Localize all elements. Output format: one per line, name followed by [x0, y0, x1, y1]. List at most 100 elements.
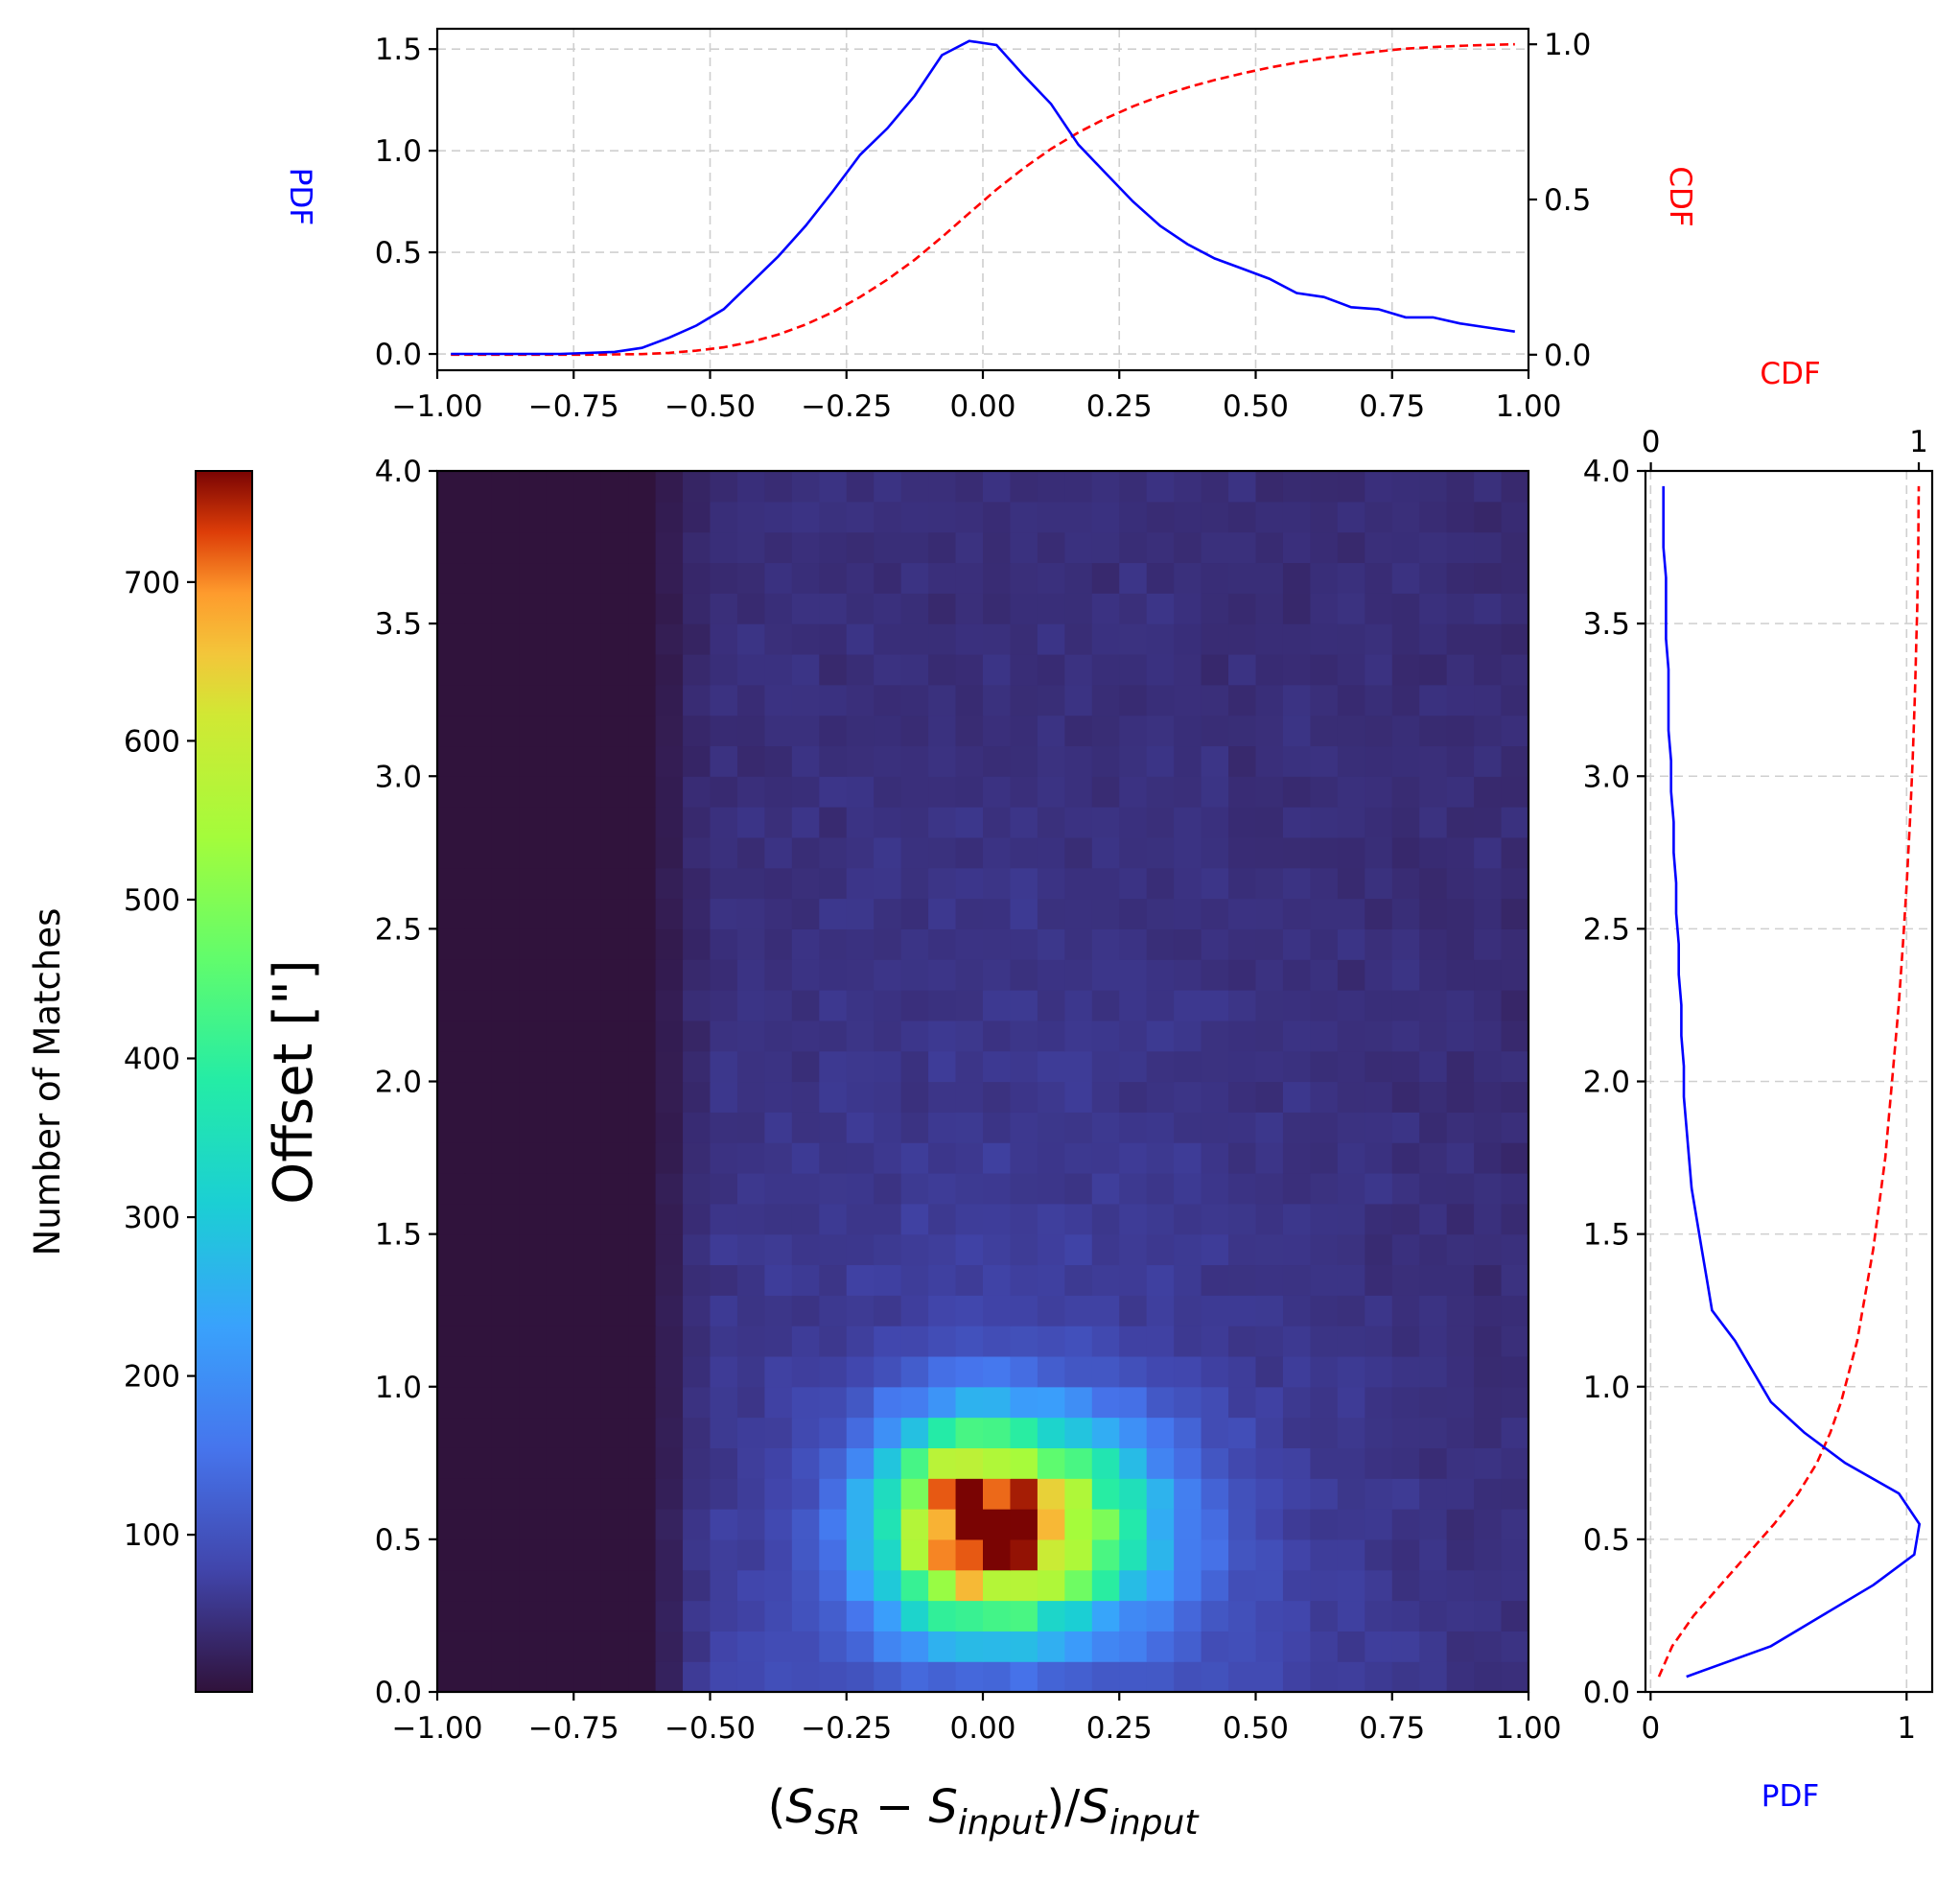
heatmap-cell — [1091, 1600, 1120, 1632]
heatmap-cell — [928, 1020, 957, 1052]
heatmap-cell — [1064, 1295, 1093, 1326]
heatmap-cell — [1446, 1600, 1475, 1632]
heatmap-cell — [1255, 990, 1284, 1021]
heatmap-cell — [955, 928, 984, 960]
heatmap-cell — [519, 1326, 548, 1357]
heatmap-cell — [1255, 623, 1284, 655]
heatmap-cell — [710, 1386, 738, 1419]
heatmap-cell — [1174, 501, 1202, 533]
heatmap-cell — [819, 867, 848, 900]
heatmap-cell — [1446, 836, 1475, 869]
heatmap-cell — [874, 1386, 902, 1419]
heatmap-cell — [1228, 1386, 1257, 1419]
heatmap-cell — [464, 1295, 493, 1326]
heatmap-cell — [655, 1081, 684, 1113]
heatmap-cell — [683, 1020, 712, 1052]
heatmap-cell — [1010, 1172, 1038, 1205]
heatmap-cell — [1010, 776, 1038, 808]
heatmap-cell — [546, 836, 574, 869]
heatmap-cell — [736, 1386, 765, 1419]
heatmap-cell — [1201, 1478, 1229, 1510]
heatmap-cell — [1064, 1417, 1093, 1448]
heatmap-cell — [1146, 1203, 1175, 1235]
heatmap-cell — [600, 1447, 629, 1479]
heatmap-cell — [1310, 776, 1339, 808]
heatmap-cell — [437, 990, 466, 1021]
heatmap-cell — [1474, 745, 1503, 777]
heatmap-cell — [491, 1447, 520, 1479]
heatmap-cell — [1365, 1631, 1393, 1662]
heatmap-cell — [736, 653, 765, 686]
heatmap-cell — [928, 807, 957, 838]
heatmap-cell — [1091, 684, 1120, 716]
heatmap-cell — [1064, 1661, 1093, 1693]
heatmap-cell — [736, 990, 765, 1021]
heatmap-cell — [1174, 776, 1202, 808]
heatmap-cell — [546, 531, 574, 564]
heatmap-cell — [1365, 1233, 1393, 1266]
heatmap-cell — [710, 928, 738, 960]
heatmap-cell — [764, 1600, 793, 1632]
heatmap-cell — [1501, 1081, 1529, 1113]
heatmap-cell — [1501, 1020, 1529, 1052]
heatmap-cell — [791, 959, 820, 991]
heatmap-cell — [683, 745, 712, 777]
heatmap-cell — [1146, 867, 1175, 900]
heatmap-cell — [600, 898, 629, 929]
heatmap-cell — [955, 1264, 984, 1296]
heatmap-cell — [628, 715, 657, 747]
heatmap-cell — [983, 1478, 1012, 1510]
heatmap-cell — [464, 1112, 493, 1143]
heatmap-cell — [764, 593, 793, 624]
heatmap-cell — [928, 653, 957, 686]
heatmap-cell — [1037, 653, 1065, 686]
heatmap-cell — [491, 1386, 520, 1419]
heatmap-cell — [1391, 1326, 1420, 1357]
heatmap-cell — [600, 531, 629, 564]
heatmap-cell — [1064, 1509, 1093, 1540]
heatmap-cell — [1064, 1203, 1093, 1235]
heatmap-cell — [1228, 745, 1257, 777]
heatmap-cell — [1064, 501, 1093, 533]
heatmap-cell — [1474, 1142, 1503, 1174]
heatmap-cell — [546, 898, 574, 929]
heatmap-cell — [1337, 807, 1365, 838]
heatmap-cell — [1091, 898, 1120, 929]
heatmap-cell — [1146, 1661, 1175, 1693]
heatmap-cell — [1337, 1509, 1365, 1540]
heatmap-cell — [519, 1172, 548, 1205]
heatmap-cell — [983, 653, 1012, 686]
main-y-tick-label: 4.0 — [375, 455, 422, 489]
heatmap-cell — [1064, 1569, 1093, 1602]
heatmap-cell — [437, 1355, 466, 1388]
heatmap-cell — [955, 1081, 984, 1113]
heatmap-cell — [1037, 1112, 1065, 1143]
heatmap-cell — [1255, 959, 1284, 991]
heatmap-cell — [519, 593, 548, 624]
heatmap-cell — [928, 1203, 957, 1235]
heatmap-cell — [1228, 867, 1257, 900]
heatmap-cell — [1119, 1631, 1148, 1662]
heatmap-cell — [1391, 959, 1420, 991]
heatmap-cell — [464, 1478, 493, 1510]
heatmap-cell — [683, 1172, 712, 1205]
heatmap-cell — [874, 745, 902, 777]
heatmap-cell — [655, 1050, 684, 1083]
heatmap-cell — [874, 1203, 902, 1235]
heatmap-cell — [874, 593, 902, 624]
heatmap-cell — [874, 1355, 902, 1388]
heatmap-cell — [1010, 1447, 1038, 1479]
heatmap-cell — [600, 684, 629, 716]
heatmap-cell — [1010, 898, 1038, 929]
heatmap-cell — [955, 1661, 984, 1693]
right-y-tick-label: 3.0 — [1583, 760, 1630, 794]
heatmap-cell — [846, 1112, 875, 1143]
heatmap-cell — [519, 990, 548, 1021]
heatmap-cell — [1282, 1264, 1311, 1296]
heatmap-cell — [710, 776, 738, 808]
heatmap-cell — [491, 1295, 520, 1326]
heatmap-cell — [1446, 776, 1475, 808]
heatmap-cell — [928, 1538, 957, 1571]
heatmap-cell — [1037, 623, 1065, 655]
heatmap-cell — [1119, 1142, 1148, 1174]
